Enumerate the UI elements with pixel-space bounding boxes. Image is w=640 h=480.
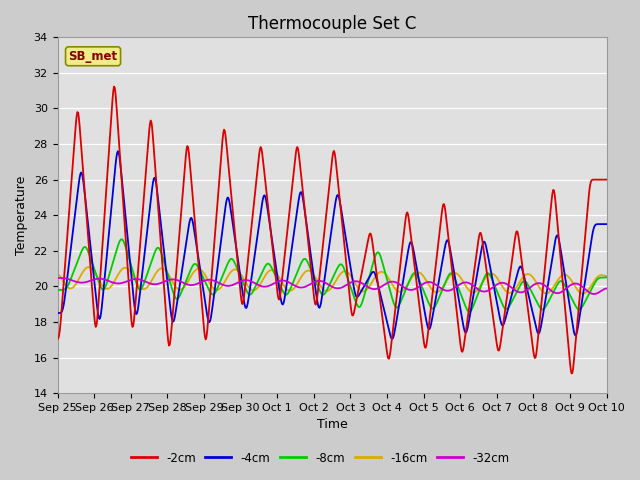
Legend: -2cm, -4cm, -8cm, -16cm, -32cm: -2cm, -4cm, -8cm, -16cm, -32cm [126, 447, 514, 469]
Y-axis label: Temperature: Temperature [15, 176, 28, 255]
X-axis label: Time: Time [317, 419, 348, 432]
Text: SB_met: SB_met [68, 50, 118, 63]
Title: Thermocouple Set C: Thermocouple Set C [248, 15, 416, 33]
